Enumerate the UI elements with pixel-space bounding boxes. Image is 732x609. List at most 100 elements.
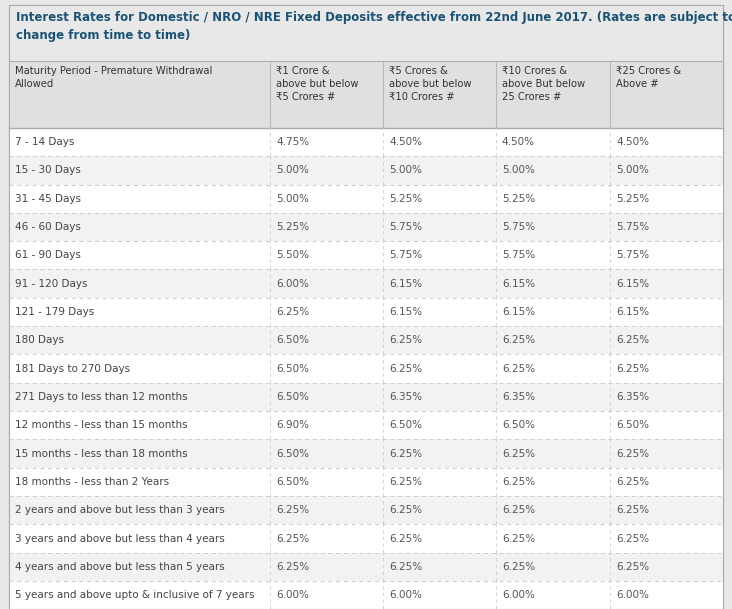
Text: 3 years and above but less than 4 years: 3 years and above but less than 4 years xyxy=(15,533,225,543)
Text: 6.25%: 6.25% xyxy=(616,533,649,543)
Text: 6.00%: 6.00% xyxy=(276,279,309,289)
Bar xyxy=(9,496,723,524)
Text: 6.25%: 6.25% xyxy=(616,336,649,345)
Text: 6.00%: 6.00% xyxy=(616,590,649,600)
Bar xyxy=(9,5,723,61)
Text: 91 - 120 Days: 91 - 120 Days xyxy=(15,279,87,289)
Text: 5.75%: 5.75% xyxy=(389,222,422,232)
Text: 5.00%: 5.00% xyxy=(276,194,309,203)
Text: 121 - 179 Days: 121 - 179 Days xyxy=(15,307,94,317)
Text: 6.35%: 6.35% xyxy=(389,392,422,402)
Text: 6.25%: 6.25% xyxy=(389,505,422,515)
Text: 5.75%: 5.75% xyxy=(502,250,535,260)
Text: 6.25%: 6.25% xyxy=(276,533,309,543)
Text: 6.00%: 6.00% xyxy=(389,590,422,600)
Text: 6.15%: 6.15% xyxy=(616,307,649,317)
Text: 5.25%: 5.25% xyxy=(389,194,422,203)
Text: 6.25%: 6.25% xyxy=(389,364,422,373)
Bar xyxy=(9,411,723,439)
Text: ₹1 Crore &
above but below
₹5 Crores #: ₹1 Crore & above but below ₹5 Crores # xyxy=(276,66,359,102)
Text: Maturity Period - Premature Withdrawal
Allowed: Maturity Period - Premature Withdrawal A… xyxy=(15,66,212,89)
Text: ₹5 Crores &
above but below
₹10 Crores #: ₹5 Crores & above but below ₹10 Crores # xyxy=(389,66,471,102)
Text: 5.75%: 5.75% xyxy=(616,222,649,232)
Text: 6.25%: 6.25% xyxy=(616,562,649,572)
Text: 12 months - less than 15 months: 12 months - less than 15 months xyxy=(15,420,187,430)
Text: 5.00%: 5.00% xyxy=(389,166,422,175)
Text: 5.25%: 5.25% xyxy=(616,194,649,203)
Bar xyxy=(9,354,723,382)
Bar xyxy=(9,61,723,128)
Text: 6.25%: 6.25% xyxy=(389,336,422,345)
Text: 6.25%: 6.25% xyxy=(616,477,649,487)
Text: 6.25%: 6.25% xyxy=(389,449,422,459)
Text: 6.25%: 6.25% xyxy=(276,562,309,572)
Text: 6.50%: 6.50% xyxy=(276,449,309,459)
Text: 31 - 45 Days: 31 - 45 Days xyxy=(15,194,81,203)
Bar xyxy=(9,553,723,581)
Text: 6.15%: 6.15% xyxy=(389,307,422,317)
Bar xyxy=(9,382,723,411)
Text: 6.25%: 6.25% xyxy=(502,449,535,459)
Bar xyxy=(9,213,723,241)
Text: 6.50%: 6.50% xyxy=(276,392,309,402)
Text: 5.50%: 5.50% xyxy=(276,250,309,260)
Text: 6.15%: 6.15% xyxy=(616,279,649,289)
Text: 181 Days to 270 Days: 181 Days to 270 Days xyxy=(15,364,130,373)
Text: 6.50%: 6.50% xyxy=(502,420,535,430)
Text: 6.25%: 6.25% xyxy=(502,364,535,373)
Text: 6.25%: 6.25% xyxy=(389,477,422,487)
Text: 6.25%: 6.25% xyxy=(616,449,649,459)
Text: ₹25 Crores &
Above #: ₹25 Crores & Above # xyxy=(616,66,681,89)
Text: 5.75%: 5.75% xyxy=(616,250,649,260)
Text: 180 Days: 180 Days xyxy=(15,336,64,345)
Text: 6.50%: 6.50% xyxy=(276,364,309,373)
Text: 6.00%: 6.00% xyxy=(502,590,535,600)
Text: 6.25%: 6.25% xyxy=(616,505,649,515)
Text: 6.15%: 6.15% xyxy=(389,279,422,289)
Text: 6.50%: 6.50% xyxy=(616,420,649,430)
Bar xyxy=(9,439,723,468)
Bar xyxy=(9,298,723,326)
Text: 4.50%: 4.50% xyxy=(502,137,535,147)
Text: 18 months - less than 2 Years: 18 months - less than 2 Years xyxy=(15,477,169,487)
Text: Interest Rates for Domestic / NRO / NRE Fixed Deposits effective from 22nd June : Interest Rates for Domestic / NRO / NRE … xyxy=(16,11,732,42)
Text: 46 - 60 Days: 46 - 60 Days xyxy=(15,222,81,232)
Bar xyxy=(9,157,723,185)
Text: 6.25%: 6.25% xyxy=(502,533,535,543)
Text: 6.25%: 6.25% xyxy=(389,562,422,572)
Text: 6.35%: 6.35% xyxy=(502,392,535,402)
Bar xyxy=(9,581,723,609)
Text: 6.15%: 6.15% xyxy=(502,307,535,317)
Bar xyxy=(9,269,723,298)
Text: 4.50%: 4.50% xyxy=(616,137,649,147)
Text: 6.25%: 6.25% xyxy=(276,307,309,317)
Text: 5.25%: 5.25% xyxy=(276,222,309,232)
Text: 6.25%: 6.25% xyxy=(502,336,535,345)
Text: 6.25%: 6.25% xyxy=(389,533,422,543)
Text: 5.00%: 5.00% xyxy=(616,166,649,175)
Text: 15 - 30 Days: 15 - 30 Days xyxy=(15,166,81,175)
Text: 2 years and above but less than 3 years: 2 years and above but less than 3 years xyxy=(15,505,225,515)
Text: 6.25%: 6.25% xyxy=(276,505,309,515)
Text: ₹10 Crores &
above But below
25 Crores #: ₹10 Crores & above But below 25 Crores # xyxy=(502,66,585,102)
Text: 5.75%: 5.75% xyxy=(502,222,535,232)
Bar xyxy=(9,241,723,269)
Text: 4 years and above but less than 5 years: 4 years and above but less than 5 years xyxy=(15,562,225,572)
Text: 6.90%: 6.90% xyxy=(276,420,309,430)
Text: 6.25%: 6.25% xyxy=(502,505,535,515)
Bar xyxy=(9,468,723,496)
Text: 7 - 14 Days: 7 - 14 Days xyxy=(15,137,74,147)
Bar xyxy=(9,326,723,354)
Text: 61 - 90 Days: 61 - 90 Days xyxy=(15,250,81,260)
Text: 6.50%: 6.50% xyxy=(276,336,309,345)
Text: 6.35%: 6.35% xyxy=(616,392,649,402)
Text: 15 months - less than 18 months: 15 months - less than 18 months xyxy=(15,449,187,459)
Text: 6.25%: 6.25% xyxy=(616,364,649,373)
Text: 6.25%: 6.25% xyxy=(502,562,535,572)
Text: 271 Days to less than 12 months: 271 Days to less than 12 months xyxy=(15,392,187,402)
Bar xyxy=(9,185,723,213)
Text: 6.50%: 6.50% xyxy=(276,477,309,487)
Text: 6.00%: 6.00% xyxy=(276,590,309,600)
Text: 5.75%: 5.75% xyxy=(389,250,422,260)
Text: 4.75%: 4.75% xyxy=(276,137,309,147)
